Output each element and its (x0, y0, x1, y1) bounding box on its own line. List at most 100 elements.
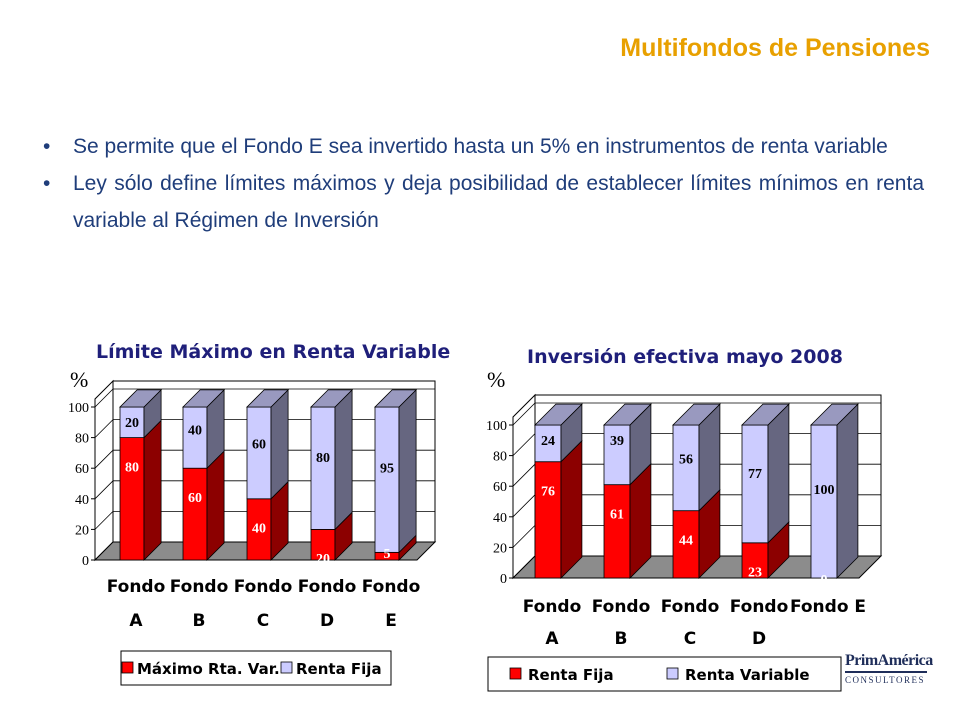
bar-segment-front (534, 424, 562, 463)
data-label: 61 (610, 507, 624, 522)
data-label: 60 (252, 437, 266, 452)
bar-top (534, 403, 583, 426)
x-category-label: Fondo (234, 577, 293, 597)
y-tick-label: 80 (493, 450, 507, 465)
x-category-sublabel: C (257, 611, 269, 631)
bar-segment-front (374, 406, 400, 553)
x-category-label: Fondo (661, 597, 720, 617)
x-category-label: Fondo (298, 577, 357, 597)
bar-segment-front (310, 529, 336, 561)
logo-name: PrimAmérica (845, 652, 933, 673)
data-label: 60 (188, 491, 202, 506)
y-tick-label: 20 (493, 541, 507, 556)
x-category-sublabel: A (545, 629, 559, 649)
bar-segment-side (143, 419, 162, 561)
bar-top (672, 403, 721, 426)
bullet-item: • Ley sólo define límites máximos y deja … (38, 165, 924, 239)
data-label: 77 (748, 467, 762, 482)
bar-segment-front (534, 461, 562, 579)
legend-box (120, 650, 392, 686)
bar-segment-side (560, 439, 583, 579)
grid-line-side (512, 433, 536, 456)
bar-segment-side (206, 450, 225, 561)
bar-segment-front (741, 424, 769, 544)
y-tick-label: 40 (493, 511, 507, 526)
x-category-label: Fondo (107, 577, 166, 597)
data-label: 0 (821, 573, 828, 588)
bar-segment-front (672, 510, 700, 579)
legend-label: Renta Variable (685, 666, 810, 684)
data-label: 23 (748, 565, 762, 580)
bullet-text: Ley sólo define límites máximos y deja p… (73, 172, 924, 232)
y-tick-label: 100 (68, 401, 89, 416)
legend-swatch (121, 661, 134, 674)
y-tick-label: 60 (75, 462, 89, 477)
x-category-sublabel: D (320, 611, 334, 631)
bar-segment-front (810, 424, 838, 579)
data-label: 20 (316, 552, 330, 567)
data-label: 24 (541, 434, 555, 449)
grid-line-side (94, 480, 114, 500)
legend-label: Renta Fija (528, 666, 614, 684)
y-tick-label: 40 (75, 493, 89, 508)
bar-segment-side (398, 388, 417, 554)
logo-subtitle: CONSULTORES (845, 675, 926, 685)
bullet-icon: • (43, 172, 51, 195)
data-label: 20 (125, 416, 139, 431)
data-label: 100 (814, 483, 835, 498)
grid-line-side (512, 463, 536, 487)
grid-line-side (94, 449, 114, 469)
company-logo: PrimAmérica CONSULTORES (845, 652, 933, 692)
bar-segment-front (310, 406, 336, 530)
plot-side-wall (512, 393, 536, 580)
y-tick-label: 20 (75, 523, 89, 538)
grid-line-side (512, 494, 536, 518)
bar-top (741, 403, 790, 426)
bullet-list: • Se permite que el Fondo E sea invertido… (38, 128, 924, 239)
page-title: Multifondos de Pensiones (620, 34, 930, 62)
x-category-label: Fondo (592, 597, 651, 617)
data-label: 40 (252, 521, 266, 536)
bar-top (182, 389, 226, 408)
legend-swatch (280, 661, 293, 674)
y-tick-label: 80 (75, 432, 89, 447)
bar-top (310, 389, 354, 408)
x-category-label: Fondo (362, 577, 421, 597)
x-category-sublabel: E (385, 611, 397, 631)
bullet-item: • Se permite que el Fondo E sea invertido… (38, 128, 924, 165)
x-category-sublabel: A (129, 611, 143, 631)
grid-line-side (512, 525, 536, 548)
data-label: 40 (188, 424, 202, 439)
x-category-label: Fondo E (790, 597, 866, 617)
data-label: 5 (384, 547, 391, 562)
legend-swatch (509, 667, 522, 680)
data-label: 80 (316, 451, 330, 466)
bar-top (810, 403, 859, 426)
bar-segment-front (672, 424, 700, 512)
y-tick-label: 60 (493, 480, 507, 495)
grid-line-side (512, 402, 536, 426)
y-tick-label: 0 (500, 572, 507, 587)
bar-segment-front (246, 406, 272, 500)
bar-segment-front (182, 406, 208, 469)
y-axis-unit-label: % (487, 367, 505, 392)
legend-label: Máximo Rta. Var. (137, 660, 280, 678)
bullet-icon: • (43, 135, 51, 158)
bar-segment-front (182, 467, 208, 561)
x-category-sublabel: B (615, 629, 628, 649)
data-label: 39 (610, 434, 624, 449)
legend-label: Renta Fija (296, 660, 382, 678)
data-label: 95 (380, 461, 394, 476)
y-axis-unit-label: % (70, 367, 88, 392)
chart-title: Inversión efectiva mayo 2008 (527, 346, 843, 368)
x-category-label: Fondo (730, 597, 789, 617)
legend-swatch (666, 667, 679, 680)
bar-segment-front (603, 484, 631, 579)
y-tick-label: 100 (486, 419, 507, 434)
x-category-label: Fondo (523, 597, 582, 617)
bar-top (603, 403, 652, 426)
chart-1: Límite Máximo en Renta Variable% 0 20 40 60 8… (68, 341, 450, 686)
grid-line-side (94, 511, 114, 530)
bar-segment-front (119, 437, 145, 561)
